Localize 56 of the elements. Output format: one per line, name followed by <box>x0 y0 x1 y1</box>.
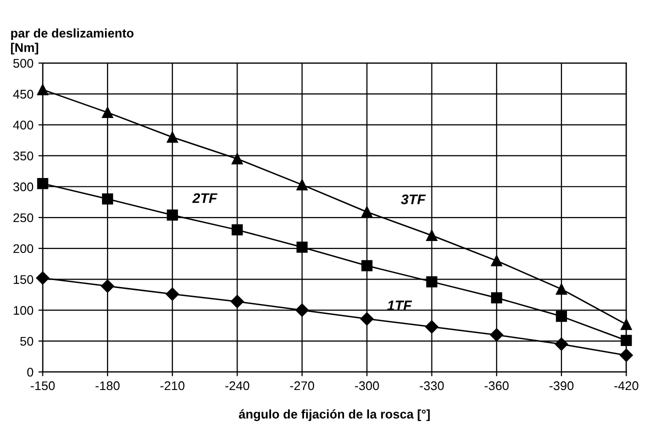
x-tick-label: -390 <box>550 381 574 390</box>
point <box>620 318 632 330</box>
x-tick-label: -270 <box>290 381 314 390</box>
x-tick-label: -330 <box>420 381 444 390</box>
y-tick-label: 500 <box>13 58 34 68</box>
point <box>425 320 438 334</box>
point <box>361 260 372 272</box>
point <box>102 193 114 205</box>
y-tick-label: 200 <box>13 244 34 254</box>
x-tick-label: -180 <box>96 381 120 390</box>
point <box>295 304 309 317</box>
y-axis-title: par de deslizamiento [Nm] <box>11 28 134 54</box>
y-tick-label: 50 <box>20 336 34 346</box>
point <box>426 230 438 241</box>
x-tick-label: -360 <box>484 381 509 390</box>
point <box>166 132 178 143</box>
point <box>166 209 178 221</box>
point <box>361 206 372 218</box>
point <box>230 294 244 308</box>
series-label: 1TF <box>387 300 412 310</box>
point <box>554 338 568 351</box>
point <box>232 224 243 236</box>
y-tick-label: 350 <box>13 152 34 160</box>
point <box>102 106 114 118</box>
point <box>166 288 179 301</box>
series-label: 3TF <box>400 194 426 204</box>
point <box>620 348 633 362</box>
point <box>556 284 568 295</box>
point <box>100 279 114 293</box>
y-tick-label: 100 <box>14 306 34 315</box>
point <box>232 153 243 164</box>
point <box>556 310 568 322</box>
x-tick-label: -210 <box>160 381 184 390</box>
point <box>36 271 50 285</box>
point <box>620 334 632 346</box>
x-tick-label: -420 <box>614 381 638 390</box>
y-tick-label: 250 <box>13 213 34 222</box>
point <box>296 242 308 253</box>
point <box>296 179 308 190</box>
y-tick-label: 400 <box>13 120 34 130</box>
point <box>37 178 48 190</box>
point <box>490 328 504 342</box>
x-axis-title: ángulo de fijación de la rosca [°] <box>238 409 430 422</box>
x-tick-label: -150 <box>30 381 55 390</box>
point <box>426 276 438 288</box>
x-tick-label: -300 <box>354 381 379 390</box>
y-tick-label: 300 <box>13 182 34 192</box>
point <box>37 84 48 96</box>
point <box>360 312 374 326</box>
y-tick-label: 450 <box>13 90 34 99</box>
y-tick-label: 150 <box>14 275 34 284</box>
point <box>491 292 502 304</box>
series-label: 2TF <box>192 193 218 203</box>
point <box>491 255 502 266</box>
x-tick-label: -240 <box>225 381 250 390</box>
y-tick-label: 0 <box>27 368 34 377</box>
